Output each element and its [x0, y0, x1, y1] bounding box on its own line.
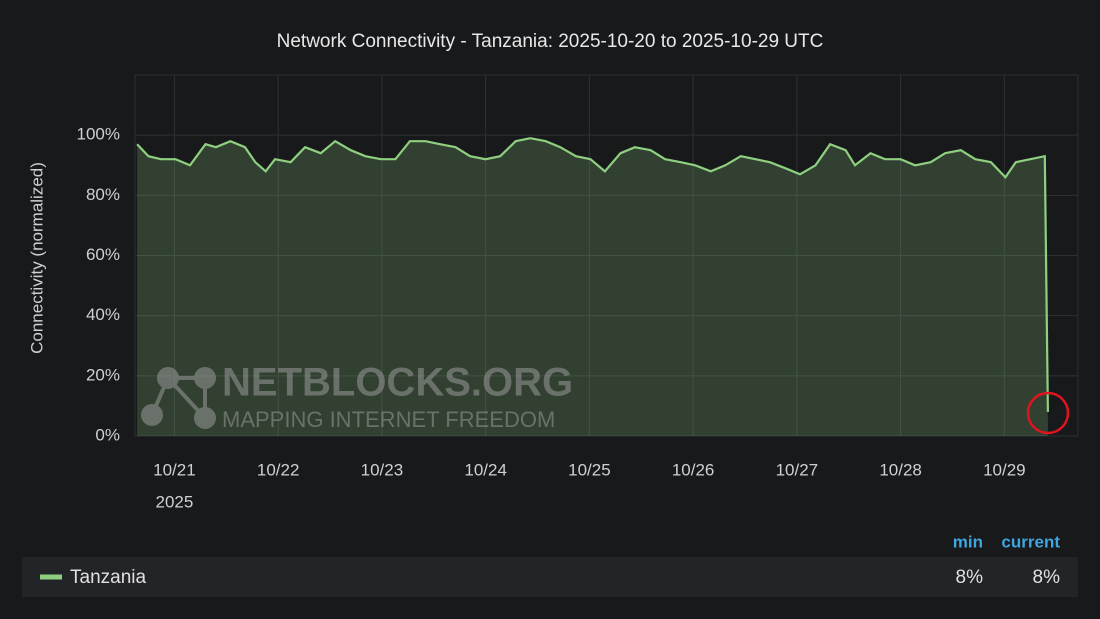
x-tick-year: 2025 [156, 492, 194, 511]
y-tick-label: 60% [86, 245, 120, 264]
plot [136, 137, 1049, 436]
line [136, 137, 1049, 412]
x-tick-label: 10/29 [983, 460, 1026, 479]
y-tick-label: 20% [86, 365, 120, 384]
watermark-tagline: MAPPING INTERNET FREEDOM [222, 407, 555, 432]
x-tick-label: 10/27 [776, 460, 819, 479]
x-tick-label: 10/25 [568, 460, 611, 479]
legend-label: Tanzania [70, 567, 146, 588]
x-tick-label: 10/28 [879, 460, 922, 479]
legend-stat-header: min [953, 532, 983, 551]
legend-stat-value: 8% [956, 567, 984, 588]
chart-title: Network Connectivity - Tanzania: 2025-10… [277, 31, 824, 52]
legend-stat-value: 8% [1033, 567, 1061, 588]
y-tick-label: 100% [77, 125, 120, 144]
x-tick-label: 10/23 [361, 460, 404, 479]
watermark-logo [141, 367, 216, 429]
y-tick-label: 40% [86, 305, 120, 324]
x-tick-label: 10/22 [257, 460, 300, 479]
x-tick-label: 10/24 [464, 460, 507, 479]
area [137, 138, 1048, 436]
watermark: NETBLOCKS.ORG MAPPING INTERNET FREEDOM [141, 361, 573, 432]
x-tick-label: 10/21 [153, 460, 196, 479]
highlight-circle [1026, 391, 1070, 435]
legend-stat-header: current [1001, 532, 1060, 551]
legend-row [22, 557, 1078, 597]
x-tick-label: 10/26 [672, 460, 715, 479]
watermark-brand: NETBLOCKS.ORG [222, 361, 573, 405]
y-tick-label: 80% [86, 185, 120, 204]
y-tick-label: 0% [95, 425, 120, 444]
y-axis-label: Connectivity (normalized) [27, 162, 46, 354]
